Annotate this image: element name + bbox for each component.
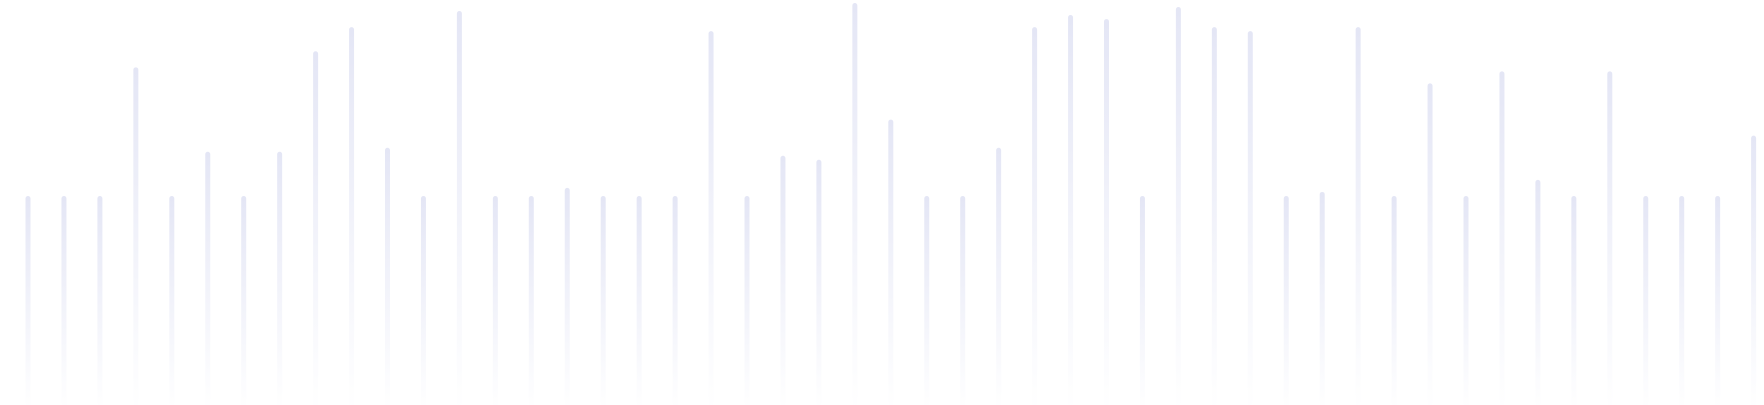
- bar: [708, 31, 714, 405]
- bar: [780, 155, 786, 405]
- bar: [1571, 195, 1577, 405]
- bar: [1679, 195, 1685, 405]
- bar: [1068, 15, 1074, 405]
- bar: [852, 3, 858, 405]
- bar: [61, 195, 67, 405]
- bar: [1535, 179, 1541, 405]
- bar: [960, 195, 966, 405]
- bar: [1391, 195, 1397, 405]
- bar: [1499, 71, 1505, 405]
- bar: [1211, 27, 1217, 405]
- bar-series: [25, 3, 1757, 405]
- bar: [241, 195, 247, 405]
- bar: [1032, 27, 1038, 405]
- bar: [25, 195, 31, 405]
- bar: [385, 147, 390, 405]
- bar: [1175, 7, 1181, 405]
- bar: [1427, 83, 1433, 405]
- bar: [1643, 195, 1649, 405]
- bar: [277, 151, 283, 405]
- bar: [672, 195, 678, 405]
- bar: [492, 195, 498, 405]
- bar: [169, 195, 175, 405]
- bar: [996, 147, 1002, 405]
- bar: [456, 11, 462, 405]
- bar: [744, 195, 750, 405]
- bar: [528, 195, 534, 405]
- bar: [600, 195, 606, 405]
- bar: [313, 51, 319, 405]
- bar: [564, 187, 570, 405]
- bar: [636, 195, 642, 405]
- bar: [1319, 191, 1325, 405]
- bar: [816, 159, 822, 405]
- bar: [1751, 135, 1757, 405]
- bar: [1607, 71, 1613, 405]
- bar: [1104, 19, 1109, 405]
- bar: [1463, 195, 1469, 405]
- bar: [1283, 195, 1289, 405]
- bar: [1715, 195, 1721, 405]
- bar: [133, 67, 139, 405]
- bar: [1139, 195, 1145, 405]
- bar: [1247, 31, 1253, 405]
- bar: [888, 119, 894, 405]
- bar: [420, 195, 426, 405]
- bar: [924, 195, 930, 405]
- bar: [349, 27, 355, 405]
- bar: [1355, 27, 1361, 405]
- bar: [205, 151, 211, 405]
- bar: [97, 195, 103, 405]
